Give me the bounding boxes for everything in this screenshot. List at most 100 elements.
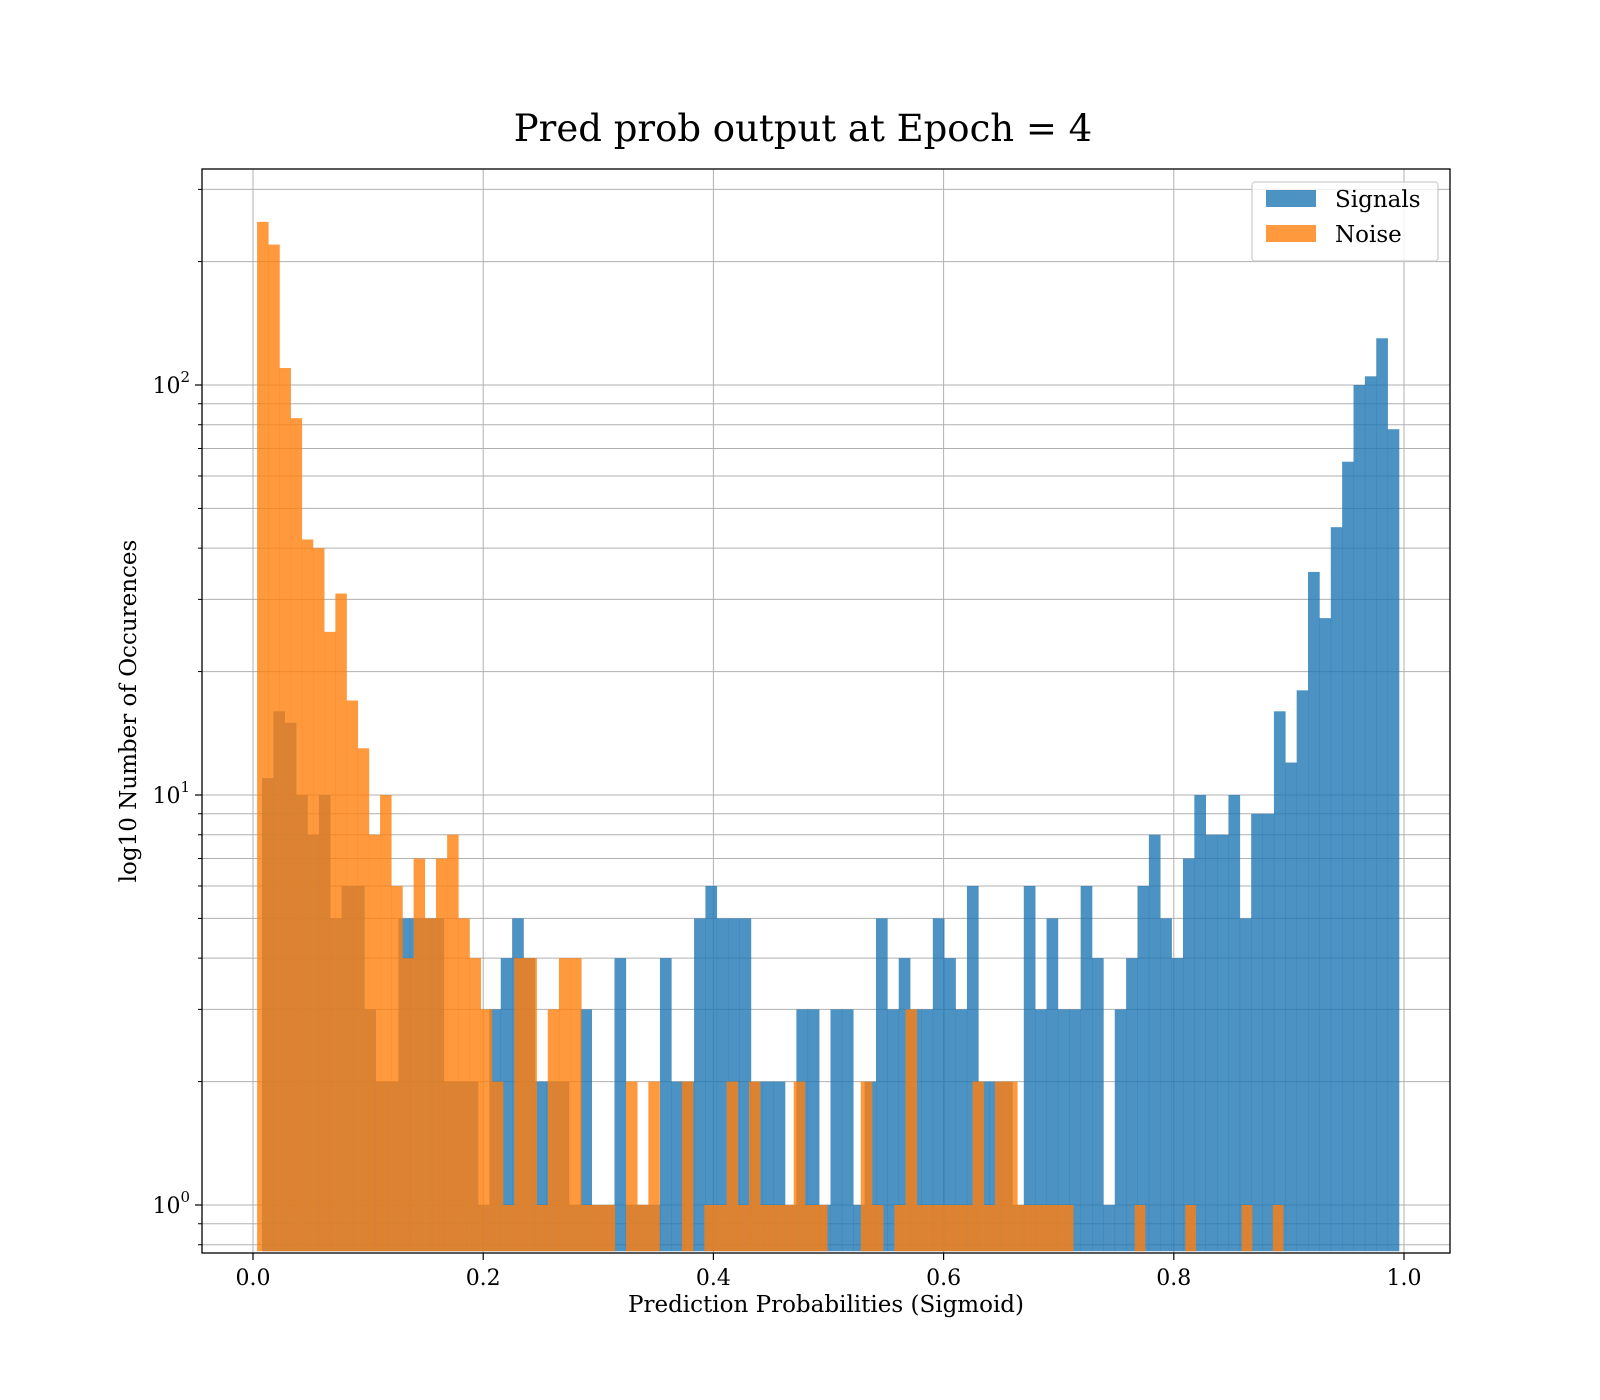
- histogram-bar: [978, 1081, 990, 1252]
- histogram-bar: [1185, 1205, 1196, 1252]
- histogram-bar: [1239, 918, 1252, 1252]
- histogram-bar: [927, 1205, 940, 1252]
- x-tick-label: 0.4: [696, 1266, 731, 1291]
- axis-ticks: 0.0 0.2 0.4 0.6 0.8 1.0 100 101 102: [152, 188, 1422, 1291]
- histogram-bar: [1137, 885, 1150, 1252]
- histogram-bars: [257, 221, 1400, 1252]
- y-tick-label: 102: [152, 368, 190, 399]
- histogram-bar: [447, 834, 459, 1252]
- histogram-bar: [944, 958, 956, 1252]
- histogram-bar: [469, 958, 481, 1252]
- histogram-bar: [762, 1081, 774, 1252]
- histogram-bar: [279, 368, 291, 1252]
- histogram-bar: [887, 1009, 900, 1252]
- x-tick-label: 0.0: [236, 1266, 271, 1291]
- histogram-bar: [1017, 1205, 1029, 1252]
- histogram-bar: [1092, 958, 1104, 1252]
- histogram-bar: [793, 1081, 806, 1252]
- histogram-bar: [1148, 834, 1161, 1252]
- histogram-bar: [558, 958, 571, 1252]
- histogram-bar: [301, 539, 314, 1252]
- histogram-bar: [1126, 958, 1138, 1252]
- histogram-bar: [1050, 1205, 1063, 1252]
- histogram-bar: [737, 1205, 750, 1252]
- histogram-bar: [1273, 711, 1286, 1252]
- histogram-bar: [681, 1081, 694, 1252]
- y-tick-label: 100: [152, 1188, 190, 1219]
- histogram-bar: [1006, 1081, 1018, 1252]
- histogram-bar: [716, 918, 729, 1252]
- histogram-bar: [514, 958, 526, 1252]
- histogram-bar: [491, 1081, 504, 1252]
- histogram-bar: [458, 918, 470, 1252]
- histogram-bar: [1285, 762, 1297, 1252]
- legend-swatch: [1266, 225, 1316, 242]
- histogram-bar: [500, 958, 513, 1252]
- histogram-bar: [1194, 795, 1207, 1252]
- histogram-bar: [1319, 618, 1332, 1252]
- histogram-bar: [1160, 918, 1172, 1252]
- histogram-bar: [570, 958, 582, 1252]
- legend-label: Noise: [1335, 222, 1402, 248]
- legend: Signals Noise: [1251, 181, 1439, 262]
- histogram-bar: [1330, 527, 1343, 1252]
- histogram-bar: [853, 1205, 865, 1252]
- histogram-bar: [637, 1205, 649, 1252]
- histogram-bar: [626, 1081, 638, 1252]
- histogram-bar: [1217, 834, 1229, 1252]
- histogram-bar: [1272, 1205, 1284, 1252]
- histogram-bar: [1296, 690, 1309, 1252]
- histogram-bar: [921, 1009, 934, 1252]
- histogram-bar: [368, 834, 381, 1252]
- legend-swatch: [1266, 190, 1316, 207]
- histogram-bar: [1134, 1205, 1146, 1252]
- histogram-bar: [841, 1009, 854, 1252]
- histogram-bar: [580, 1009, 593, 1252]
- histogram-bar: [773, 1081, 786, 1252]
- histogram-bar: [739, 918, 752, 1252]
- histogram-bar: [335, 593, 347, 1252]
- histogram-bar: [413, 858, 426, 1252]
- histogram-bar: [1228, 795, 1241, 1252]
- legend-label: Signals: [1335, 187, 1421, 213]
- chart-title: Pred prob output at Epoch = 4: [514, 107, 1092, 150]
- histogram-bar: [1353, 385, 1366, 1252]
- histogram-bar: [592, 1205, 604, 1252]
- histogram-bar: [994, 1081, 1007, 1252]
- histogram-bar: [950, 1205, 962, 1252]
- histogram-bar: [1364, 376, 1377, 1252]
- histogram-bar: [726, 1081, 739, 1252]
- histogram-bar: [1023, 885, 1036, 1252]
- histogram-bar: [1171, 958, 1184, 1252]
- histogram-bar: [1182, 858, 1195, 1252]
- histogram-bar: [1069, 1009, 1081, 1252]
- histogram-bar: [1205, 834, 1218, 1252]
- histogram-bar: [391, 885, 403, 1252]
- histogram-bar: [715, 1205, 727, 1252]
- histogram-bar: [871, 1205, 884, 1252]
- histogram-bar: [614, 958, 627, 1252]
- histogram-bar: [804, 1205, 817, 1252]
- histogram-bar: [694, 918, 706, 1252]
- histogram-bar: [525, 958, 537, 1252]
- histogram-bar: [1057, 1009, 1070, 1252]
- plot-frame: [201, 168, 1451, 1254]
- histogram-bar: [1342, 461, 1354, 1252]
- histogram-bar: [816, 1205, 828, 1252]
- histogram-bar: [748, 1081, 761, 1252]
- histogram-bar: [932, 918, 945, 1252]
- histogram-bar: [536, 1205, 549, 1252]
- histogram-bar: [290, 418, 303, 1252]
- histogram-bar: [983, 1205, 996, 1252]
- histogram-bar: [704, 1205, 716, 1252]
- histogram-bar: [961, 1205, 973, 1252]
- histogram-bar: [313, 548, 325, 1252]
- x-tick-label: 0.2: [466, 1266, 501, 1291]
- histogram-bar: [435, 858, 448, 1252]
- histogram-bar: [905, 1009, 917, 1252]
- histogram-bar: [1080, 885, 1093, 1252]
- histogram-bar: [424, 918, 437, 1252]
- histogram-bar: [1251, 813, 1263, 1252]
- histogram-bar: [771, 1205, 783, 1252]
- y-tick-label: 101: [152, 778, 190, 809]
